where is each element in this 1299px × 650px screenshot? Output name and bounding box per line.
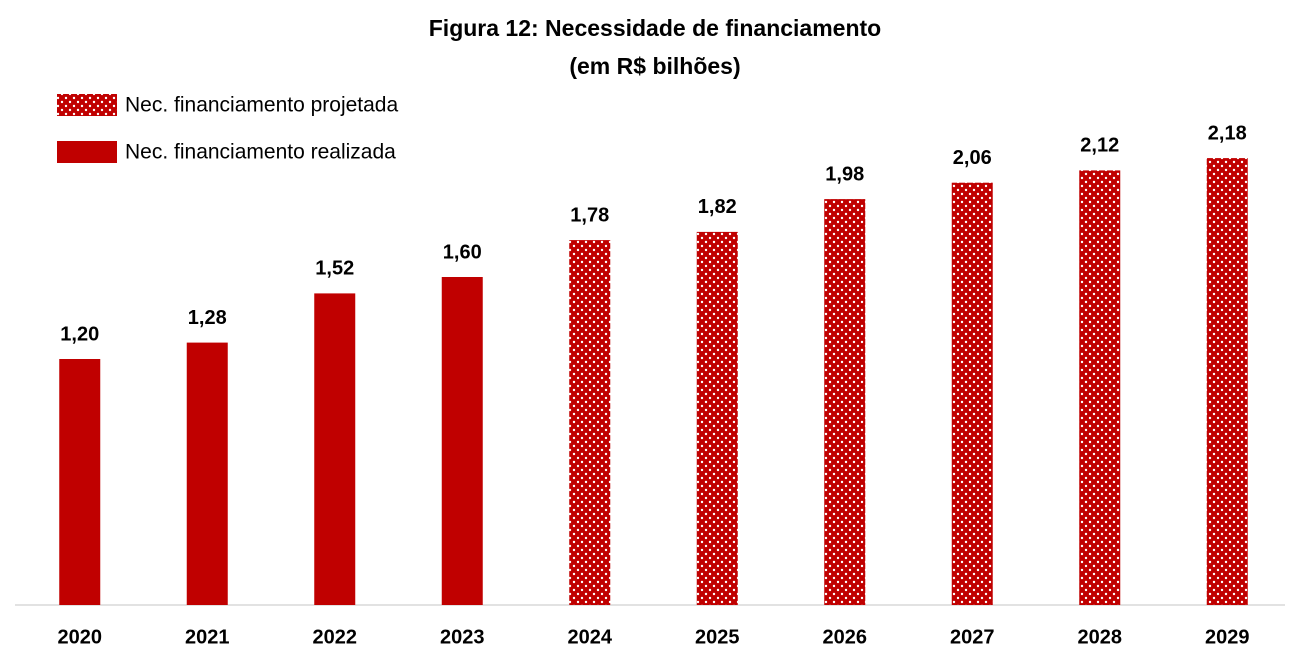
x-tick-label: 2027 bbox=[950, 626, 995, 648]
x-tick-label: 2029 bbox=[1205, 626, 1250, 648]
data-label: 1,82 bbox=[698, 196, 737, 218]
x-tick-label: 2025 bbox=[695, 626, 740, 648]
data-label: 2,12 bbox=[1080, 135, 1119, 157]
x-tick-label: 2022 bbox=[313, 626, 358, 648]
bar bbox=[186, 342, 228, 605]
chart-subtitle: (em R$ bilhões) bbox=[569, 53, 740, 79]
bar bbox=[314, 293, 356, 605]
bar bbox=[569, 240, 611, 605]
legend-swatch bbox=[57, 141, 117, 163]
x-tick-label: 2020 bbox=[58, 626, 103, 648]
x-tick-label: 2028 bbox=[1078, 626, 1123, 648]
bar bbox=[441, 277, 483, 605]
legend-label: Nec. financiamento projetada bbox=[125, 94, 398, 117]
x-tick-label: 2023 bbox=[440, 626, 485, 648]
data-label: 1,28 bbox=[188, 307, 227, 329]
chart-title: Figura 12: Necessidade de financiamento bbox=[429, 15, 881, 41]
bar bbox=[1079, 170, 1121, 605]
x-tick-label: 2024 bbox=[568, 626, 613, 648]
bar bbox=[696, 231, 738, 605]
data-label: 2,06 bbox=[953, 147, 992, 169]
data-label: 1,78 bbox=[570, 204, 609, 226]
data-label: 1,52 bbox=[315, 258, 354, 280]
x-tick-label: 2021 bbox=[185, 626, 230, 648]
data-label: 2,18 bbox=[1208, 122, 1247, 144]
data-label: 1,60 bbox=[443, 241, 482, 263]
bar bbox=[1206, 158, 1248, 605]
data-label: 1,20 bbox=[60, 323, 99, 345]
x-tick-label: 2026 bbox=[823, 626, 868, 648]
bar bbox=[59, 359, 101, 605]
legend-label: Nec. financiamento realizada bbox=[125, 141, 396, 164]
bar bbox=[824, 199, 866, 605]
legend-swatch bbox=[57, 94, 117, 116]
bar bbox=[951, 182, 993, 605]
data-label: 1,98 bbox=[825, 163, 864, 185]
